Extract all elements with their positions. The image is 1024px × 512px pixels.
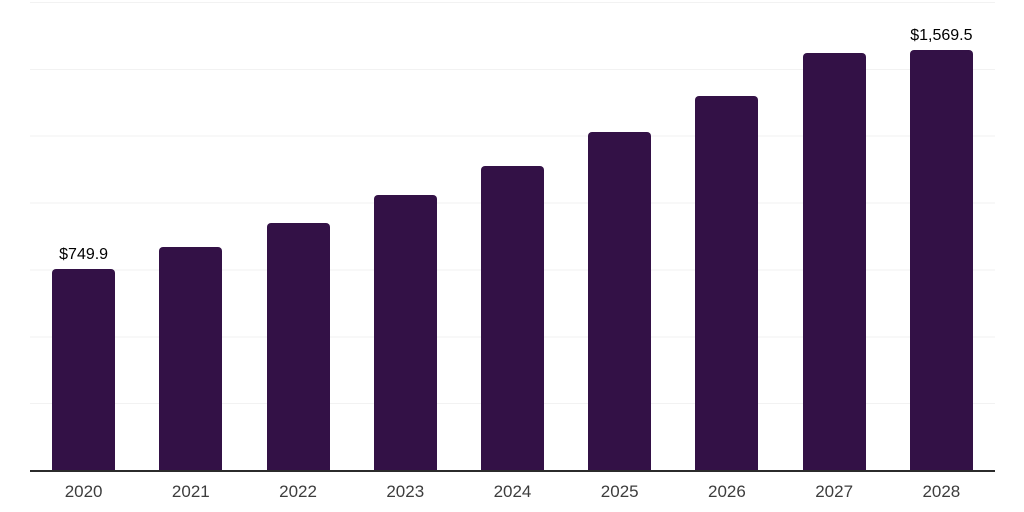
bar-column: [459, 2, 566, 470]
bar-column: [352, 2, 459, 470]
x-tick-label: 2021: [171, 482, 210, 501]
x-tick-label: 2027: [815, 482, 854, 501]
bar: [159, 246, 223, 470]
bar-column: [781, 2, 888, 470]
plot-area: $749.9 $1,569.5: [30, 2, 995, 472]
bar: [266, 222, 330, 470]
bar: [373, 195, 437, 470]
bar-column: [137, 2, 244, 470]
bar-column: $1,569.5: [888, 2, 995, 470]
x-tick-label: 2024: [493, 482, 532, 501]
bar-value-label: $1,569.5: [910, 27, 973, 45]
bar-column: [673, 2, 780, 470]
bar: [52, 269, 116, 470]
bar-column: [566, 2, 673, 470]
bar-column: [244, 2, 351, 470]
x-tick-label: 2020: [64, 482, 103, 501]
x-tick-label: 2028: [922, 482, 961, 501]
bar: [480, 165, 544, 470]
bar: [909, 50, 973, 470]
bar-column: $749.9: [30, 2, 137, 470]
x-tick-label: 2023: [386, 482, 425, 501]
x-axis: 2020 2021 2022 2023 2024 2025 2026 2027 2028: [30, 483, 995, 500]
x-tick-label: 2025: [600, 482, 639, 501]
x-tick-label: 2026: [708, 482, 746, 501]
bar: [802, 52, 866, 470]
bar-value-label: $749.9: [59, 246, 109, 264]
bar: [695, 95, 759, 470]
x-tick-label: 2022: [279, 482, 317, 501]
bar: [588, 132, 652, 470]
